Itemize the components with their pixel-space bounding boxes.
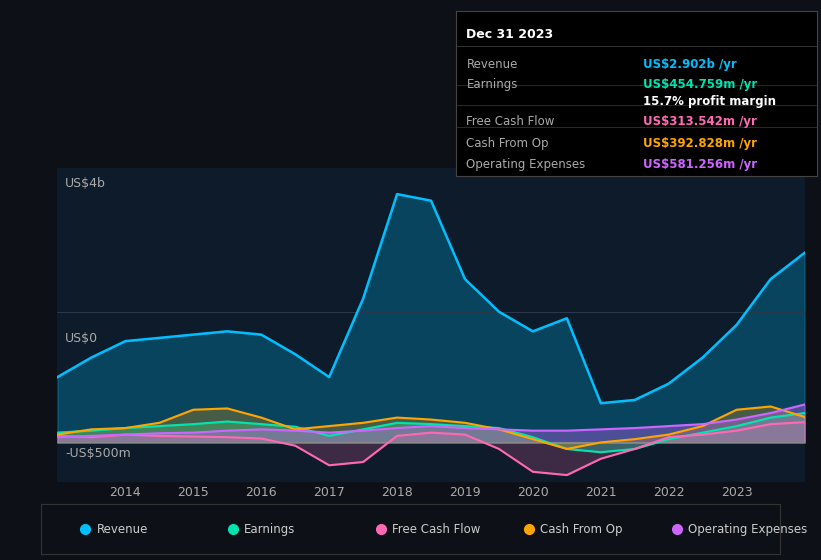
Text: Revenue: Revenue bbox=[97, 522, 148, 536]
Text: US$581.256m /yr: US$581.256m /yr bbox=[644, 158, 758, 171]
Text: Dec 31 2023: Dec 31 2023 bbox=[466, 28, 553, 41]
Text: Operating Expenses: Operating Expenses bbox=[466, 158, 585, 171]
Text: Cash From Op: Cash From Op bbox=[466, 137, 549, 150]
Text: Free Cash Flow: Free Cash Flow bbox=[392, 522, 480, 536]
Text: US$454.759m /yr: US$454.759m /yr bbox=[644, 78, 758, 91]
Text: US$4b: US$4b bbox=[65, 178, 106, 190]
Text: Cash From Op: Cash From Op bbox=[540, 522, 622, 536]
Text: US$2.902b /yr: US$2.902b /yr bbox=[644, 58, 737, 71]
Text: -US$500m: -US$500m bbox=[65, 447, 131, 460]
Text: US$392.828m /yr: US$392.828m /yr bbox=[644, 137, 758, 150]
Text: Revenue: Revenue bbox=[466, 58, 518, 71]
Text: Free Cash Flow: Free Cash Flow bbox=[466, 115, 555, 128]
Text: Earnings: Earnings bbox=[245, 522, 296, 536]
Text: Operating Expenses: Operating Expenses bbox=[688, 522, 807, 536]
Text: Earnings: Earnings bbox=[466, 78, 518, 91]
Text: US$313.542m /yr: US$313.542m /yr bbox=[644, 115, 758, 128]
Text: US$0: US$0 bbox=[65, 333, 98, 346]
Text: 15.7% profit margin: 15.7% profit margin bbox=[644, 95, 777, 108]
